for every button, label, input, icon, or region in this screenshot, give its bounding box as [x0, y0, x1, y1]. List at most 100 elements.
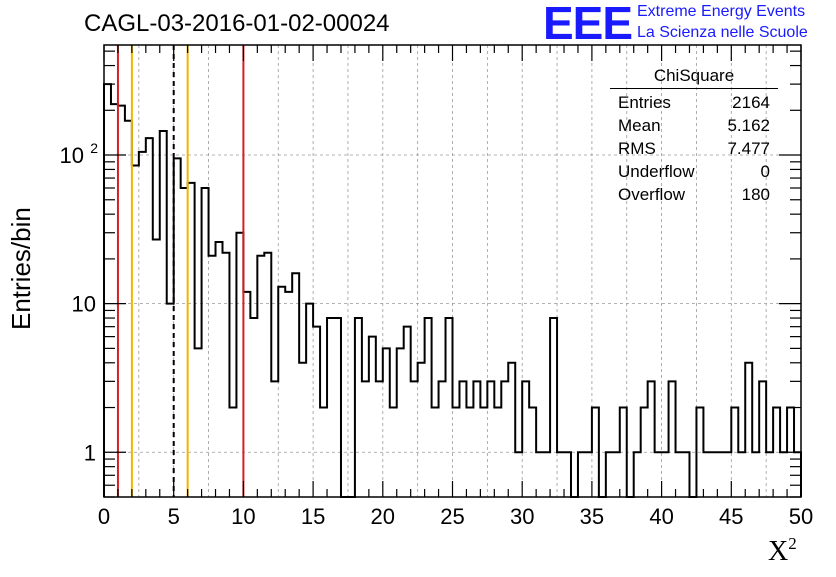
- stats-value: 0: [760, 162, 770, 181]
- stats-value: 180: [741, 185, 770, 204]
- histogram-bin: [683, 452, 690, 497]
- histogram-bin: [195, 348, 202, 497]
- stats-row-underflow: Underflow 0: [610, 160, 778, 183]
- histogram-bin: [585, 452, 592, 497]
- histogram-bin: [383, 348, 390, 497]
- histogram-bin: [174, 158, 181, 497]
- histogram-bin: [515, 452, 522, 497]
- histogram-bin: [404, 327, 411, 497]
- histogram-bin: [655, 452, 662, 497]
- histogram-bin: [557, 452, 564, 497]
- x-tick-label: 45: [719, 504, 743, 529]
- histogram-bin: [411, 381, 418, 497]
- stats-label: RMS: [618, 139, 656, 158]
- histogram-bin: [766, 452, 773, 497]
- histogram-bin: [564, 452, 571, 497]
- histogram-bin: [425, 318, 432, 497]
- histogram-bin: [257, 256, 264, 497]
- histogram-bin: [271, 381, 278, 497]
- stats-box: ChiSquare Entries 2164 Mean 5.162 RMS 7.…: [610, 66, 778, 206]
- y-tick-label-exponent: 2: [90, 140, 98, 156]
- x-tick-label: 50: [789, 504, 813, 529]
- histogram-bin: [522, 381, 529, 497]
- stats-value: 5.162: [727, 116, 770, 135]
- stats-label: Underflow: [618, 162, 695, 181]
- histogram-bin: [543, 452, 550, 497]
- histogram-bin: [439, 381, 446, 497]
- histogram-bin: [724, 452, 731, 497]
- histogram-outline: [103, 83, 802, 498]
- histogram-bin: [738, 452, 745, 497]
- histogram-bin: [334, 318, 341, 497]
- logo-line-1: Extreme Energy Events: [637, 3, 806, 20]
- histogram-bin: [634, 452, 641, 497]
- histogram-bin: [397, 348, 404, 497]
- histogram-bin: [487, 381, 494, 497]
- histogram-bin: [299, 363, 306, 497]
- histogram-bin: [236, 233, 243, 497]
- histogram-bin: [508, 363, 515, 497]
- stats-label: Entries: [618, 93, 671, 112]
- histogram-bin: [139, 152, 146, 497]
- histogram-bin: [641, 408, 648, 497]
- stats-row-mean: Mean 5.162: [610, 114, 778, 137]
- stats-value: 7.477: [727, 139, 770, 158]
- histogram-bin: [376, 381, 383, 497]
- histogram-bin: [466, 408, 473, 497]
- histogram-bin: [362, 381, 369, 497]
- histogram-bin: [494, 408, 501, 497]
- histogram-bin: [209, 256, 216, 497]
- histogram-bin: [306, 304, 313, 497]
- stats-label: Mean: [618, 116, 661, 135]
- histogram-bin: [167, 304, 174, 497]
- eee-logo: EEE: [543, 0, 633, 49]
- stats-title: ChiSquare: [610, 66, 778, 89]
- histogram-bin: [264, 253, 271, 497]
- histogram-bin: [278, 287, 285, 497]
- histogram-bin: [153, 240, 160, 497]
- histogram-bin: [480, 408, 487, 497]
- histogram-bin: [250, 318, 257, 497]
- histogram-bin: [745, 363, 752, 497]
- histogram-bin: [188, 183, 195, 497]
- histogram-bin: [662, 452, 669, 497]
- histogram-bin: [146, 138, 153, 497]
- histogram-bin: [118, 106, 125, 497]
- stats-value: 2164: [732, 93, 770, 112]
- y-tick-label: 10: [60, 143, 84, 168]
- stats-row-overflow: Overflow 180: [610, 183, 778, 206]
- x-tick-label: 15: [301, 504, 325, 529]
- histogram-bin: [459, 381, 466, 497]
- histogram-bin: [313, 327, 320, 497]
- x-axis-label-base: X: [768, 536, 789, 567]
- histogram-bin: [229, 408, 236, 497]
- histogram-bin: [759, 381, 766, 497]
- histogram-bin: [446, 318, 453, 497]
- histogram-bin: [613, 452, 620, 497]
- x-tick-label: 20: [371, 504, 395, 529]
- stats-row-rms: RMS 7.477: [610, 137, 778, 160]
- x-tick-label: 25: [440, 504, 464, 529]
- chart-title: CAGL-03-2016-01-02-00024: [84, 10, 390, 37]
- histogram-bin: [696, 408, 703, 497]
- histogram-bin: [418, 363, 425, 497]
- histogram-bin: [132, 166, 139, 497]
- stats-row-entries: Entries 2164: [610, 91, 778, 114]
- x-axis-label: X2: [768, 534, 797, 568]
- x-axis-label-superscript: 2: [788, 534, 797, 553]
- y-axis-label: Entries/bin: [6, 207, 36, 330]
- histogram-bin: [327, 318, 334, 497]
- histogram-bin: [780, 452, 787, 497]
- histogram-bin: [285, 292, 292, 497]
- histogram-bin: [620, 408, 627, 497]
- stats-label: Overflow: [618, 185, 686, 204]
- histogram-bin: [160, 131, 167, 497]
- histogram-bin: [669, 381, 676, 497]
- x-tick-label: 40: [649, 504, 673, 529]
- histogram-bin: [104, 84, 111, 497]
- histogram-bin: [648, 381, 655, 497]
- histogram-bin: [717, 452, 724, 497]
- histogram-bin: [320, 408, 327, 497]
- x-tick-label: 0: [98, 504, 110, 529]
